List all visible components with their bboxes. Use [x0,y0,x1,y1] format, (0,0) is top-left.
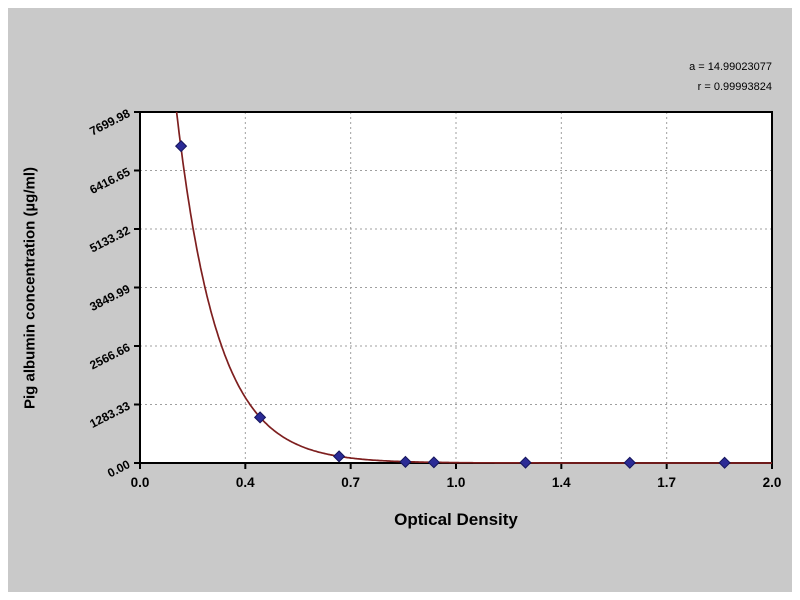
y-axis-title: Pig albumin concentration (µg/ml) [21,167,39,409]
svg-text:0.7: 0.7 [341,475,360,490]
svg-text:7699.98: 7699.98 [87,106,132,138]
fit-annotations: a = 14.99023077 r = 0.99993824 [689,58,772,98]
fit-r-value: r = 0.99993824 [697,80,772,93]
x-axis-title: Optical Density [394,510,518,529]
svg-text:0.0: 0.0 [131,475,150,490]
svg-text:6416.65: 6416.65 [87,165,132,197]
svg-text:5133.32: 5133.32 [87,223,132,255]
svg-text:0.4: 0.4 [236,475,255,490]
svg-text:1.7: 1.7 [657,475,676,490]
svg-text:3849.99: 3849.99 [87,282,132,314]
fit-a-value: a = 14.99023077 [689,61,772,73]
svg-text:0.00: 0.00 [105,457,132,480]
svg-text:1283.33: 1283.33 [87,399,132,431]
svg-text:2566.66: 2566.66 [87,340,132,372]
svg-text:1.0: 1.0 [447,475,466,490]
svg-text:1.4: 1.4 [552,475,571,490]
svg-text:2.0: 2.0 [763,475,782,490]
